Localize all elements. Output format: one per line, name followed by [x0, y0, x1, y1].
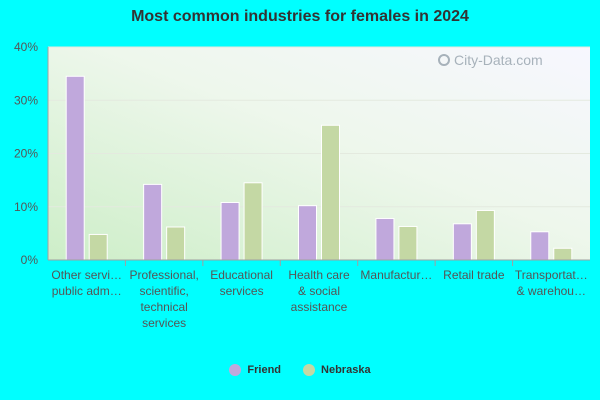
bar-nebraska[interactable] [553, 247, 573, 261]
legend-item-friend: Friend [229, 364, 281, 376]
legend-label-nebraska: Nebraska [321, 364, 371, 376]
bar-nebraska[interactable] [321, 124, 340, 261]
x-tick-label: services [142, 316, 186, 330]
x-tick-label: Manufactur… [360, 268, 432, 282]
bar-friend[interactable] [65, 75, 85, 261]
x-tick-label: Educational [210, 268, 273, 282]
x-tick-label: Other servi… [51, 268, 122, 282]
bar-friend[interactable] [375, 217, 395, 261]
legend: Friend Nebraska [0, 364, 600, 376]
bar-nebraska[interactable] [88, 233, 108, 261]
bar-friend[interactable] [530, 231, 550, 261]
x-tick-label: & warehou… [517, 284, 586, 298]
chart-title: Most common industries for females in 20… [131, 8, 469, 25]
legend-swatch-nebraska [303, 364, 316, 376]
x-tick-label: technical [140, 300, 187, 314]
legend-label-friend: Friend [247, 364, 282, 376]
watermark-text: City-Data.com [454, 52, 543, 68]
bar-nebraska[interactable] [166, 226, 186, 261]
y-tick-label: 10% [14, 200, 38, 214]
bar-nebraska[interactable] [243, 182, 263, 261]
bar-friend[interactable] [143, 183, 163, 261]
x-tick-label: public adm… [52, 284, 122, 298]
y-tick-label: 30% [14, 93, 38, 107]
x-tick-label: scientific, [139, 284, 188, 298]
bar-nebraska[interactable] [475, 209, 495, 261]
watermark: City-Data.com [438, 52, 543, 68]
legend-swatch-friend [229, 364, 242, 376]
x-tick-label: assistance [291, 300, 348, 314]
y-tick-label: 20% [14, 147, 38, 161]
legend-item-nebraska: Nebraska [303, 364, 371, 376]
y-tick-label: 40% [14, 40, 38, 54]
bar-friend[interactable] [298, 205, 317, 261]
x-tick-label: Health care [288, 268, 350, 282]
y-tick-label: 0% [21, 253, 39, 267]
x-tick-label: Retail trade [443, 268, 505, 282]
x-tick-label: Transportat… [515, 268, 588, 282]
bar-nebraska[interactable] [398, 225, 418, 261]
bar-friend[interactable] [452, 223, 472, 261]
magnifier-icon [438, 54, 450, 66]
bar-friend[interactable] [220, 201, 240, 261]
x-tick-label: Professional, [129, 268, 198, 282]
x-tick-label: services [220, 284, 264, 298]
x-tick-label: & social [298, 284, 340, 298]
